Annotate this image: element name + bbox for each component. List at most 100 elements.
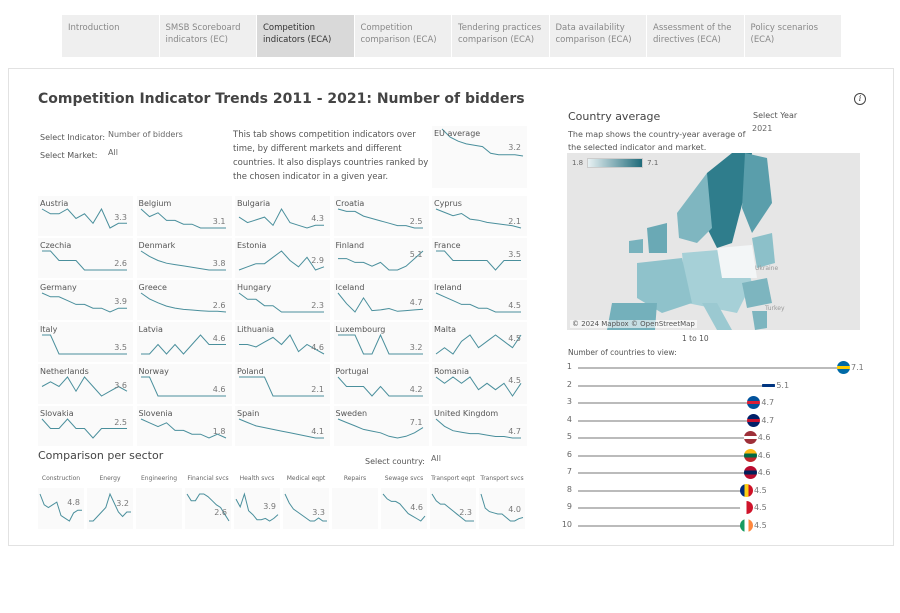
- sparkline: [235, 492, 279, 522]
- ranking-row[interactable]: 3 4.7: [560, 396, 880, 409]
- country-chart-belgium[interactable]: Belgium 3.1: [136, 196, 232, 236]
- country-name: Iceland: [335, 283, 365, 292]
- year-select[interactable]: 2021: [752, 124, 773, 133]
- legend-gradient: [587, 158, 644, 168]
- tab-policy-scenarios-eca[interactable]: Policy scenarios (ECA): [744, 15, 842, 57]
- country-chart-portugal[interactable]: Portugal 4.2: [333, 364, 429, 404]
- market-label: Select Market:: [40, 151, 98, 160]
- eu-average-chart: EU average 3.2: [432, 126, 527, 188]
- ranking-row[interactable]: 9 4.5: [560, 501, 880, 514]
- country-value: 7.1: [409, 418, 423, 427]
- country-map[interactable]: 1.8 7.1 Ukraine Turkey © 2024 Mapbox © O…: [567, 153, 860, 330]
- rank-number: 6: [566, 449, 572, 459]
- country-chart-poland[interactable]: Poland 2.1: [235, 364, 330, 404]
- tab-competition-comparison-eca[interactable]: Competition comparison (ECA): [354, 15, 452, 57]
- tab-data-availability-comparison-eca[interactable]: Data availability comparison (ECA): [549, 15, 647, 57]
- sparkline: [435, 208, 522, 229]
- tab-introduction[interactable]: Introduction: [62, 15, 160, 57]
- ranking-row[interactable]: 10 4.5: [560, 518, 880, 532]
- map-attribution[interactable]: © 2024 Mapbox © OpenStreetMap: [570, 320, 697, 328]
- map-country-italy[interactable]: [702, 303, 732, 330]
- sector-chart-sewage-svcs[interactable]: 4.6: [381, 488, 427, 529]
- ranking-row[interactable]: 7 4.6: [560, 466, 880, 479]
- ranking-row[interactable]: 4 4.7: [560, 413, 880, 427]
- country-chart-romania[interactable]: Romania 4.5: [432, 364, 527, 404]
- country-chart-spain[interactable]: Spain 4.1: [235, 406, 330, 446]
- country-chart-norway[interactable]: Norway 4.6: [136, 364, 232, 404]
- country-name: Lithuania: [237, 325, 275, 334]
- sparkline: [89, 492, 131, 522]
- country-chart-malta[interactable]: Malta 4.5: [432, 322, 527, 362]
- tab-tendering-practices-comparison-eca[interactable]: Tendering practices comparison (ECA): [452, 15, 550, 57]
- country-chart-bulgaria[interactable]: Bulgaria 4.3: [235, 196, 330, 236]
- tab-assessment-of-the-directives-eca[interactable]: Assessment of the directives (ECA): [647, 15, 745, 57]
- rank-bar: [578, 419, 754, 422]
- info-icon[interactable]: i: [854, 93, 866, 105]
- map-country-uk[interactable]: [647, 223, 667, 253]
- country-name: Luxembourg: [335, 325, 386, 334]
- country-chart-iceland[interactable]: Iceland 4.7: [333, 280, 429, 320]
- map-country-france[interactable]: [637, 258, 692, 313]
- country-chart-finland[interactable]: Finland 5.1: [333, 238, 429, 278]
- map-country-finland[interactable]: [742, 153, 772, 233]
- sector-chart-repairs[interactable]: [332, 488, 378, 529]
- sector-chart-financial-svcs[interactable]: 2.6: [185, 488, 231, 529]
- map-country-sweden[interactable]: [707, 153, 752, 248]
- country-chart-germany[interactable]: Germany 3.9: [38, 280, 133, 320]
- country-chart-united-kingdom[interactable]: United Kingdom 4.7: [432, 406, 527, 446]
- country-chart-sweden[interactable]: Sweden 7.1: [333, 406, 429, 446]
- sparkline: [140, 418, 226, 439]
- map-country-baltics[interactable]: [752, 233, 775, 268]
- country-name: Norway: [138, 367, 169, 376]
- country-chart-croatia[interactable]: Croatia 2.5: [333, 196, 429, 236]
- country-chart-lithuania[interactable]: Lithuania 4.6: [235, 322, 330, 362]
- indicator-select[interactable]: Number of bidders: [108, 130, 183, 139]
- country-chart-latvia[interactable]: Latvia 4.6: [136, 322, 232, 362]
- sector-name: Repairs: [343, 475, 367, 482]
- country-chart-slovakia[interactable]: Slovakia 2.5: [38, 406, 133, 446]
- sector-chart-transport-eqpt[interactable]: 2.3: [430, 488, 476, 529]
- sparkline: [41, 292, 127, 313]
- country-chart-slovenia[interactable]: Slovenia 1.8: [136, 406, 232, 446]
- country-chart-netherlands[interactable]: Netherlands 3.6: [38, 364, 133, 404]
- country-chart-france[interactable]: France 3.5: [432, 238, 527, 278]
- map-country-greece[interactable]: [752, 311, 767, 330]
- flag-latvia-icon: [743, 431, 757, 444]
- ranking-row[interactable]: 8 4.5: [560, 483, 880, 497]
- count-label[interactable]: Number of countries to view:: [568, 348, 677, 357]
- sector-chart-health-svcs[interactable]: 3.9: [234, 488, 280, 529]
- market-select[interactable]: All: [108, 148, 118, 157]
- country-select[interactable]: All: [431, 454, 441, 463]
- country-chart-greece[interactable]: Greece 2.6: [136, 280, 232, 320]
- map-country-poland[interactable]: [717, 245, 757, 278]
- rank-value: 4.6: [757, 468, 771, 477]
- ranking-row[interactable]: 6 4.6: [560, 448, 880, 462]
- country-chart-luxembourg[interactable]: Luxembourg 3.2: [333, 322, 429, 362]
- country-chart-italy[interactable]: Italy 3.5: [38, 322, 133, 362]
- country-name: Greece: [138, 283, 167, 292]
- country-chart-estonia[interactable]: Estonia 2.9: [235, 238, 330, 278]
- country-chart-ireland[interactable]: Ireland 4.5: [432, 280, 527, 320]
- map-country-ireland[interactable]: [629, 239, 643, 253]
- ranking-row[interactable]: 2 5.1: [560, 378, 880, 392]
- country-value: 2.9: [311, 256, 324, 265]
- map-country-romania[interactable]: [742, 278, 772, 308]
- sector-chart-construction[interactable]: 4.8: [38, 488, 84, 529]
- sparkline: [337, 292, 423, 313]
- sector-chart-medical-eqpt[interactable]: 3.3: [283, 488, 329, 529]
- rank-value: 4.5: [753, 520, 767, 530]
- country-chart-hungary[interactable]: Hungary 2.3: [235, 280, 330, 320]
- ranking-row[interactable]: 1 7.1: [560, 361, 880, 374]
- sector-chart-energy[interactable]: 3.2: [87, 488, 133, 529]
- country-chart-czechia[interactable]: Czechia 2.6: [38, 238, 133, 278]
- country-chart-austria[interactable]: Austria 3.3: [38, 196, 133, 236]
- sector-chart-transport-svcs[interactable]: 4.0: [479, 488, 525, 529]
- sector-chart-engineering[interactable]: [136, 488, 182, 529]
- map-country-norway[interactable]: [677, 173, 712, 243]
- country-chart-cyprus[interactable]: Cyprus 2.1: [432, 196, 527, 236]
- sparkline: [284, 493, 327, 522]
- tab-smsb-scoreboard-indicators-ec[interactable]: SMSB Scoreboard indicators (EC): [159, 15, 257, 57]
- ranking-row[interactable]: 5 4.6: [560, 431, 880, 444]
- country-chart-denmark[interactable]: Denmark 3.8: [136, 238, 232, 278]
- tab-competition-indicators-eca[interactable]: Competition indicators (ECA): [257, 15, 355, 57]
